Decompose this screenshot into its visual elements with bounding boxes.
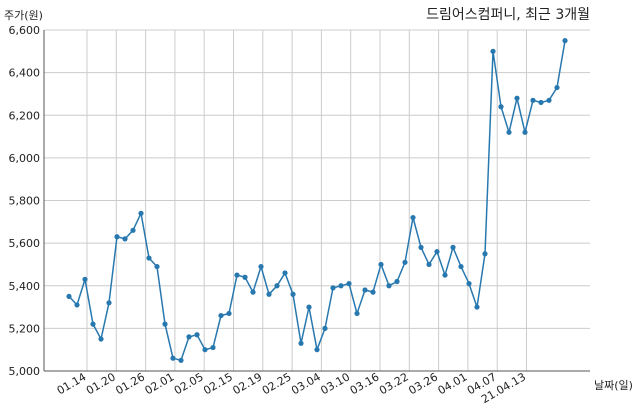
data-point	[82, 276, 88, 282]
data-point	[522, 129, 528, 135]
data-point	[514, 95, 520, 101]
data-point	[90, 321, 96, 327]
x-tick-label: 01.26	[113, 370, 147, 397]
chart-title: 드림어스컴퍼니, 최근 3개월	[426, 7, 590, 23]
data-point	[402, 259, 408, 265]
data-point	[210, 344, 216, 351]
x-tick-label: 03.10	[318, 370, 352, 397]
data-point	[346, 281, 352, 287]
data-point	[258, 263, 264, 270]
data-point	[546, 97, 552, 103]
data-point	[106, 300, 112, 306]
data-point	[322, 325, 328, 331]
data-point	[146, 255, 152, 261]
x-tick-label: 02.19	[231, 370, 265, 397]
data-point	[250, 289, 256, 295]
data-point	[194, 332, 200, 338]
data-point	[306, 304, 312, 310]
data-point	[498, 104, 504, 110]
data-point	[138, 210, 144, 216]
x-tick-label: 01.14	[55, 370, 89, 397]
axes	[43, 30, 590, 372]
y-axis-title: 주가(원)	[4, 9, 43, 22]
y-tick-label: 6,000	[9, 152, 41, 165]
data-point	[530, 97, 536, 103]
x-tick-label: 03.16	[348, 370, 382, 397]
data-point	[458, 263, 464, 270]
data-point	[266, 291, 272, 297]
data-point	[554, 84, 560, 91]
data-point	[562, 38, 568, 44]
data-point	[482, 251, 488, 257]
x-tick-label: 02.25	[260, 370, 294, 397]
data-point	[154, 263, 160, 270]
data-point	[74, 302, 80, 308]
data-point	[418, 244, 424, 250]
data-point	[186, 334, 192, 340]
data-point	[282, 270, 288, 276]
data-point	[202, 347, 208, 353]
data-point	[490, 48, 496, 54]
data-point	[354, 310, 360, 317]
data-point	[122, 236, 128, 242]
data-point	[114, 234, 120, 240]
price-series	[66, 38, 568, 363]
y-tick-label: 5,800	[9, 195, 41, 208]
x-tick-label: 02.15	[201, 370, 235, 397]
data-point	[66, 293, 72, 300]
data-point	[274, 283, 280, 289]
x-tick-label: 03.22	[377, 370, 411, 397]
data-point	[442, 272, 448, 278]
data-point	[450, 244, 456, 250]
y-tick-label: 6,200	[9, 109, 41, 122]
x-tick-label: 04.01	[436, 370, 470, 397]
data-point	[226, 310, 232, 317]
data-point	[538, 99, 544, 106]
data-point	[378, 261, 384, 268]
y-tick-label: 5,600	[9, 237, 41, 250]
data-point	[290, 291, 296, 297]
data-point	[178, 357, 184, 363]
data-point	[474, 304, 480, 310]
x-tick-label: 03.26	[406, 370, 440, 397]
data-point	[338, 283, 344, 289]
data-point	[130, 227, 136, 233]
y-tick-label: 5,200	[9, 322, 41, 335]
data-point	[162, 321, 168, 327]
data-point	[386, 283, 392, 289]
data-point	[170, 355, 176, 361]
data-point	[434, 249, 440, 255]
data-point	[410, 214, 416, 221]
data-point	[370, 289, 376, 295]
x-tick-label: 02.01	[143, 370, 177, 397]
x-tick-label: 01.20	[84, 370, 118, 397]
data-point	[426, 261, 432, 268]
x-axis-title: 날짜(일)	[594, 378, 633, 392]
data-point	[242, 274, 248, 280]
data-point	[298, 340, 304, 346]
y-tick-label: 6,600	[9, 24, 41, 37]
x-tick-label: 03.04	[289, 370, 323, 397]
data-point	[466, 281, 472, 287]
data-point	[218, 312, 224, 319]
data-point	[98, 336, 104, 342]
data-point	[234, 272, 240, 278]
data-point	[330, 285, 336, 291]
y-tick-labels: 5,000 5,200 5,400 5,600 5,800 6,000 6,200 6,400…	[9, 24, 41, 378]
x-tick-labels: 01.1401.2001.2602.0102.0502.1502.1902.25…	[55, 370, 528, 406]
data-point	[394, 278, 400, 285]
y-tick-label: 5,000	[9, 365, 41, 378]
data-point	[362, 287, 368, 293]
x-tick-label: 02.05	[172, 370, 206, 397]
data-point	[506, 129, 512, 135]
y-tick-label: 6,400	[9, 67, 41, 80]
y-tick-label: 5,400	[9, 280, 41, 293]
data-point	[314, 347, 320, 353]
grid	[44, 29, 590, 372]
